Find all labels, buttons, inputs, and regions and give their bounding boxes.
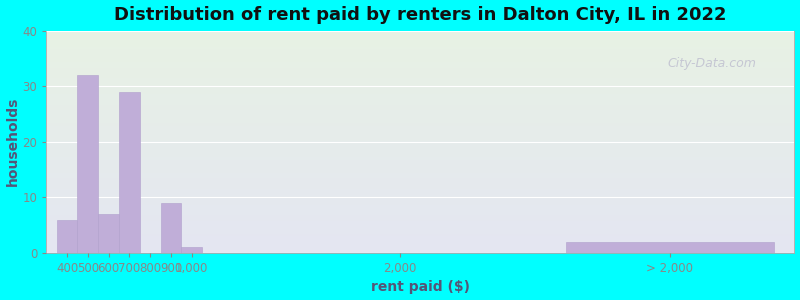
Bar bbox=[161, 203, 182, 253]
Text: City-Data.com: City-Data.com bbox=[667, 58, 756, 70]
Bar bbox=[119, 92, 140, 253]
Bar bbox=[566, 242, 774, 253]
Bar bbox=[98, 214, 119, 253]
Bar bbox=[182, 247, 202, 253]
Title: Distribution of rent paid by renters in Dalton City, IL in 2022: Distribution of rent paid by renters in … bbox=[114, 6, 726, 24]
Y-axis label: households: households bbox=[6, 97, 19, 187]
X-axis label: rent paid ($): rent paid ($) bbox=[371, 280, 470, 294]
Bar bbox=[57, 220, 78, 253]
Bar bbox=[78, 75, 98, 253]
